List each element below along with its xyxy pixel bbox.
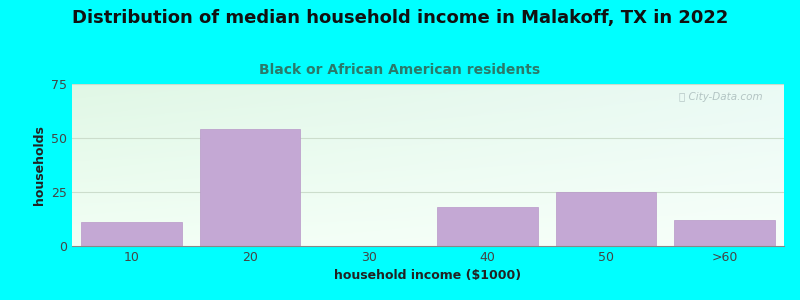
Text: Black or African American residents: Black or African American residents — [259, 63, 541, 77]
Y-axis label: households: households — [33, 125, 46, 205]
Bar — [81, 222, 182, 246]
X-axis label: household income ($1000): household income ($1000) — [334, 269, 522, 282]
Bar — [674, 220, 775, 246]
Text: Distribution of median household income in Malakoff, TX in 2022: Distribution of median household income … — [72, 9, 728, 27]
Bar — [555, 192, 657, 246]
Text: Ⓣ City-Data.com: Ⓣ City-Data.com — [679, 92, 762, 102]
Bar — [199, 129, 301, 246]
Bar — [437, 207, 538, 246]
